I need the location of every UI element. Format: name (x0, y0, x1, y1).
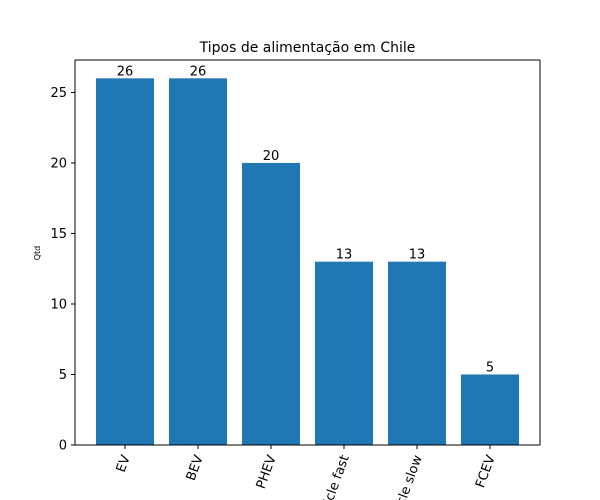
y-axis-label: Qtd (33, 246, 42, 261)
y-tick-label: 5 (59, 368, 67, 383)
bar-value-label: 5 (486, 360, 494, 375)
bar-value-label: 13 (409, 248, 426, 263)
bar (315, 261, 373, 445)
y-tick-label: 0 (59, 439, 67, 454)
x-tick-label: EV (114, 453, 134, 474)
bar-labels-group: 26 26 20 13 13 5 (117, 64, 494, 375)
y-tick-label: 10 (50, 297, 67, 312)
bar-value-label: 26 (190, 64, 207, 79)
bar-value-label: 26 (117, 64, 134, 79)
bar (96, 78, 154, 445)
bar (461, 374, 519, 445)
y-axis-ticks: 0 5 10 15 20 25 (50, 86, 75, 454)
bar-value-label: 20 (263, 149, 280, 164)
y-tick-label: 15 (50, 227, 67, 242)
bar (242, 162, 300, 445)
y-tick-label: 20 (50, 156, 67, 171)
bar (388, 261, 446, 445)
bar-value-label: 13 (336, 248, 353, 263)
plot-frame (74, 59, 541, 446)
chart-title: Tipos de alimentação em Chile (199, 40, 416, 56)
bar (169, 78, 227, 445)
y-tick-label: 25 (50, 86, 67, 101)
bars-group (96, 78, 519, 445)
